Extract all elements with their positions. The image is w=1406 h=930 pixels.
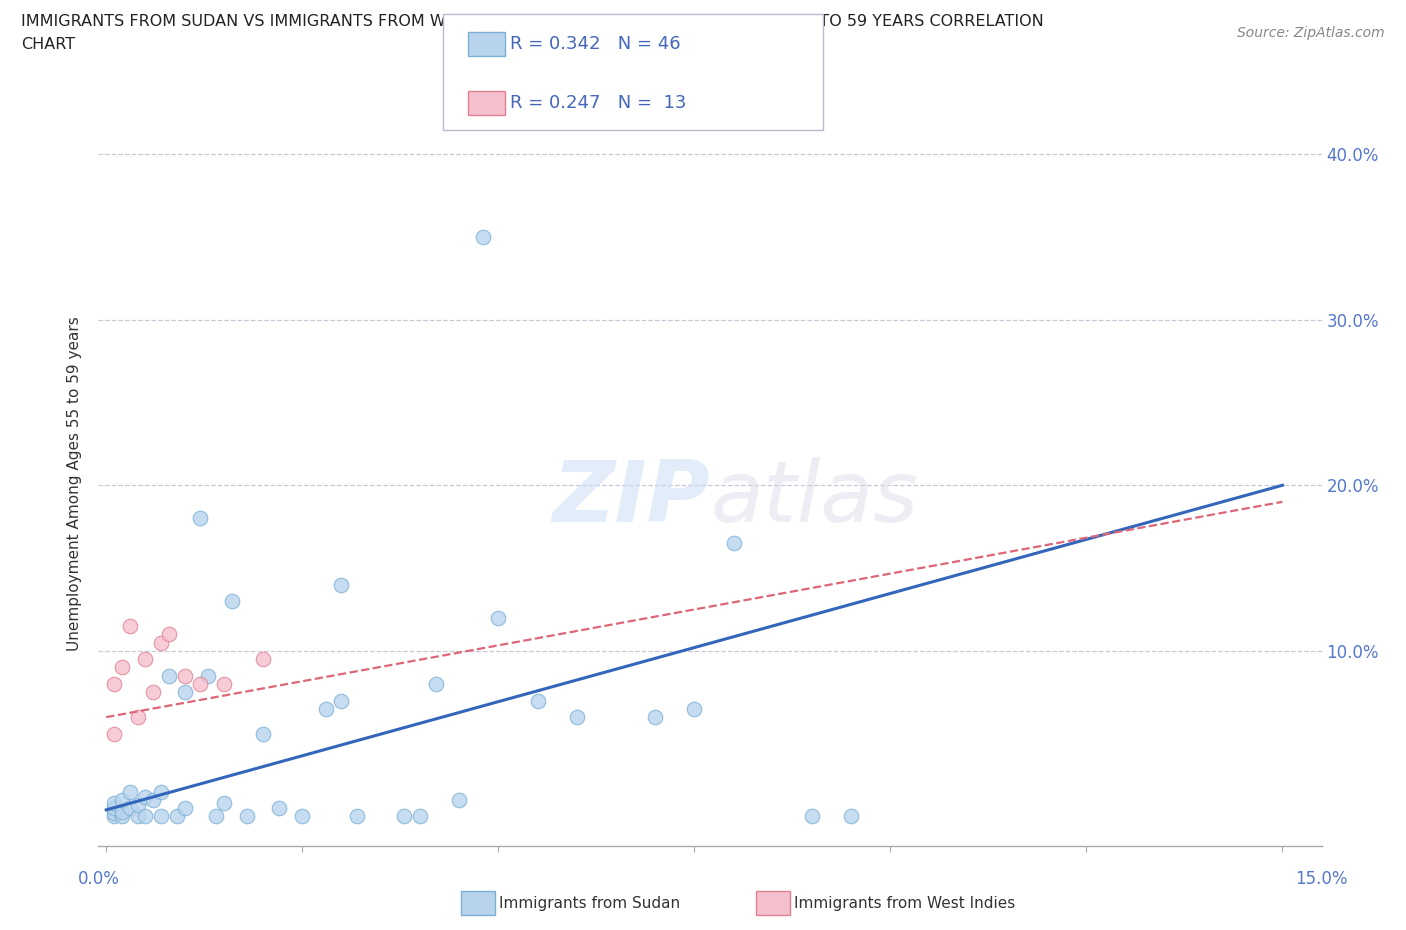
Point bbox=[150, 809, 173, 824]
Point bbox=[173, 684, 195, 699]
Point bbox=[142, 792, 165, 807]
Text: 0.0%: 0.0% bbox=[77, 870, 120, 887]
Text: ZIP: ZIP bbox=[553, 457, 710, 539]
Point bbox=[683, 701, 706, 716]
Point bbox=[526, 693, 548, 708]
Text: CHART: CHART bbox=[21, 37, 75, 52]
Point bbox=[236, 809, 259, 824]
Point bbox=[150, 635, 173, 650]
Point bbox=[315, 701, 337, 716]
Point bbox=[471, 230, 494, 245]
Point bbox=[118, 784, 141, 799]
Text: R = 0.247   N =  13: R = 0.247 N = 13 bbox=[510, 94, 686, 113]
Point bbox=[127, 710, 149, 724]
Point bbox=[103, 796, 125, 811]
Point bbox=[188, 676, 212, 691]
Point bbox=[839, 809, 862, 824]
Point bbox=[134, 790, 156, 804]
Point bbox=[111, 792, 134, 807]
Point bbox=[425, 676, 447, 691]
Point bbox=[118, 618, 141, 633]
Point bbox=[103, 676, 125, 691]
Point bbox=[157, 669, 180, 684]
Point bbox=[111, 804, 134, 819]
Point bbox=[197, 669, 219, 684]
Point bbox=[212, 796, 235, 811]
Point bbox=[166, 809, 188, 824]
Point bbox=[103, 726, 125, 741]
Point bbox=[449, 792, 471, 807]
Point bbox=[127, 797, 149, 812]
Point bbox=[157, 627, 180, 642]
Point bbox=[346, 809, 368, 824]
Point bbox=[103, 801, 125, 816]
Point bbox=[801, 809, 824, 824]
Text: Immigrants from Sudan: Immigrants from Sudan bbox=[499, 896, 681, 910]
Point bbox=[252, 726, 274, 741]
Point bbox=[118, 801, 141, 816]
Point bbox=[486, 610, 509, 625]
Point bbox=[212, 676, 235, 691]
Point bbox=[127, 809, 149, 824]
Point bbox=[644, 710, 666, 724]
Point bbox=[392, 809, 416, 824]
Point bbox=[291, 809, 314, 824]
Point bbox=[173, 801, 195, 816]
Point bbox=[134, 809, 156, 824]
Text: Immigrants from West Indies: Immigrants from West Indies bbox=[794, 896, 1015, 910]
Point bbox=[330, 693, 353, 708]
Point bbox=[267, 801, 290, 816]
Text: Source: ZipAtlas.com: Source: ZipAtlas.com bbox=[1237, 26, 1385, 40]
Point bbox=[205, 809, 228, 824]
Point bbox=[221, 593, 243, 608]
Y-axis label: Unemployment Among Ages 55 to 59 years: Unemployment Among Ages 55 to 59 years bbox=[67, 316, 83, 651]
Point bbox=[103, 809, 125, 824]
Point bbox=[188, 511, 212, 525]
Point bbox=[134, 652, 156, 667]
Point bbox=[330, 578, 353, 592]
Text: 15.0%: 15.0% bbox=[1295, 870, 1348, 887]
Text: atlas: atlas bbox=[710, 457, 918, 539]
Point bbox=[150, 784, 173, 799]
Point bbox=[142, 684, 165, 699]
Point bbox=[173, 669, 195, 684]
Point bbox=[409, 809, 432, 824]
Text: IMMIGRANTS FROM SUDAN VS IMMIGRANTS FROM WEST INDIES UNEMPLOYMENT AMONG AGES 55 : IMMIGRANTS FROM SUDAN VS IMMIGRANTS FROM… bbox=[21, 14, 1043, 29]
Point bbox=[111, 809, 134, 824]
Point bbox=[565, 710, 588, 724]
Point bbox=[252, 652, 274, 667]
Point bbox=[111, 660, 134, 675]
Point bbox=[723, 536, 745, 551]
Point bbox=[103, 805, 125, 820]
Text: R = 0.342   N = 46: R = 0.342 N = 46 bbox=[510, 34, 681, 53]
